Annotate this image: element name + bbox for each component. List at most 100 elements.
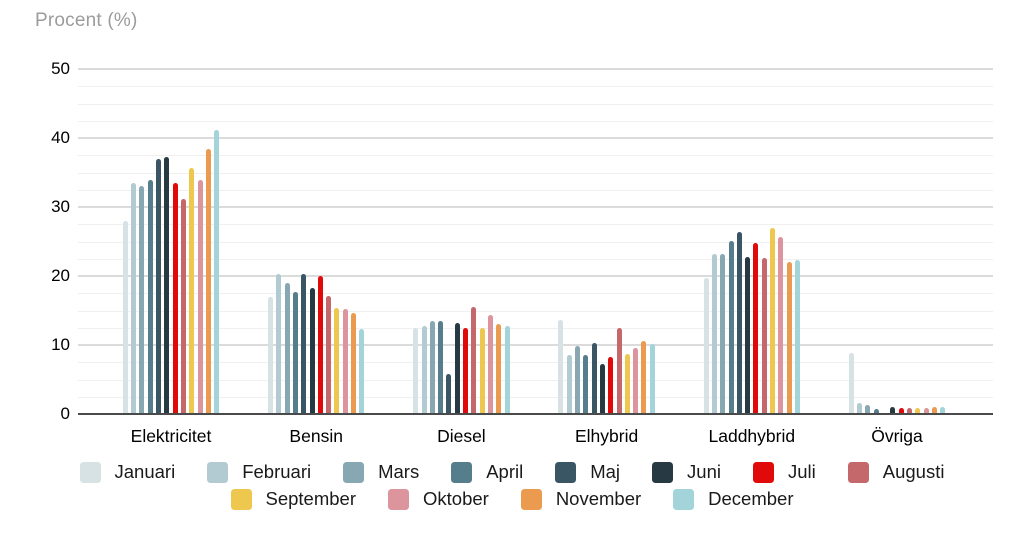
- legend-label: Juli: [788, 461, 816, 482]
- bar-augusti-laddhybrid: [761, 258, 767, 414]
- legend-label: Juni: [687, 461, 721, 482]
- bar-juni-elhybrid: [599, 364, 605, 414]
- legend-item-oktober: Oktober: [388, 488, 489, 510]
- gridline: [78, 344, 993, 346]
- bar-augusti-bensin: [326, 296, 332, 414]
- bar-mars-bensin: [284, 282, 290, 414]
- gridline: [78, 206, 993, 208]
- bar-april-elhybrid: [583, 355, 589, 414]
- legend-swatch-november: [520, 488, 542, 510]
- bar-maj-laddhybrid: [736, 231, 742, 414]
- legend-item-juni: Juni: [652, 461, 721, 483]
- gridline: [78, 155, 993, 157]
- y-tick-label: 30: [51, 197, 70, 216]
- bar-december-övriga: [940, 407, 946, 414]
- legend-item-augusti: Augusti: [847, 461, 945, 483]
- legend-item-december: December: [673, 488, 794, 510]
- bar-mars-laddhybrid: [720, 253, 726, 414]
- gridline: [78, 293, 993, 295]
- bar-januari-övriga: [848, 353, 854, 414]
- bar-november-bensin: [351, 313, 357, 414]
- y-tick-label: 40: [51, 128, 70, 147]
- legend-label: Januari: [114, 461, 176, 482]
- gridline: [78, 137, 993, 139]
- legend-label: Maj: [590, 461, 621, 482]
- legend-item-februari: Februari: [207, 461, 311, 483]
- bar-juni-laddhybrid: [745, 256, 751, 414]
- x-category-label: Övriga: [871, 426, 923, 446]
- gridline: [78, 362, 993, 364]
- bar-februari-diesel: [421, 325, 427, 414]
- bar-december-laddhybrid: [794, 260, 800, 414]
- gridline: [78, 103, 993, 105]
- bar-oktober-laddhybrid: [778, 236, 784, 414]
- bar-april-bensin: [292, 291, 298, 414]
- y-tick-label: 20: [51, 266, 70, 285]
- bar-oktober-elektricitet: [197, 180, 203, 414]
- legend-swatch-april: [451, 461, 473, 483]
- legend-swatch-mars: [343, 461, 365, 483]
- bar-april-laddhybrid: [728, 240, 734, 414]
- bar-september-övriga: [915, 408, 921, 414]
- legend-item-juli: Juli: [753, 461, 816, 483]
- bar-mars-elhybrid: [575, 345, 581, 414]
- x-category-label: Elhybrid: [574, 426, 639, 446]
- bar-maj-elhybrid: [591, 342, 597, 414]
- bar-augusti-diesel: [471, 307, 477, 414]
- x-category-label: Laddhybrid: [708, 426, 796, 446]
- x-category-label: Elektricitet: [130, 426, 212, 446]
- bar-april-elektricitet: [147, 180, 153, 414]
- legend-item-november: November: [520, 488, 642, 510]
- bar-juli-diesel: [463, 327, 469, 414]
- legend-row: Januari Februari Mars April Maj Juni Juli Augus…: [79, 461, 945, 483]
- legend-swatch-juni: [652, 461, 674, 483]
- gridline: [78, 241, 993, 243]
- gridline: [78, 224, 993, 226]
- bar-september-diesel: [479, 327, 485, 414]
- gridline: [78, 86, 993, 88]
- bar-juli-bensin: [317, 276, 323, 414]
- bar-november-elektricitet: [205, 149, 211, 414]
- bar-september-bensin: [334, 308, 340, 414]
- legend-swatch-februari: [207, 461, 229, 483]
- legend-swatch-oktober: [388, 488, 409, 510]
- legend-item-september: September: [230, 488, 356, 510]
- legend-label: April: [486, 461, 524, 482]
- bar-juli-övriga: [898, 408, 904, 414]
- gridline: [78, 379, 993, 381]
- bar-februari-elektricitet: [131, 182, 137, 414]
- gridline: [78, 327, 993, 329]
- bar-november-övriga: [931, 407, 937, 414]
- bar-februari-elhybrid: [566, 354, 572, 414]
- legend-swatch-december: [673, 488, 695, 510]
- bar-juli-elhybrid: [608, 356, 614, 414]
- gridline: [78, 275, 993, 277]
- bar-augusti-elektricitet: [180, 198, 186, 414]
- bar-april-övriga: [873, 409, 879, 414]
- bar-januari-elektricitet: [122, 220, 128, 414]
- legend-label: Mars: [378, 461, 420, 482]
- legend-swatch-augusti: [847, 461, 869, 483]
- bar-augusti-elhybrid: [616, 327, 622, 414]
- bar-maj-elektricitet: [156, 158, 162, 414]
- legend-item-maj: Maj: [555, 461, 620, 483]
- bar-november-diesel: [496, 324, 502, 414]
- gridline: [78, 258, 993, 260]
- bar-februari-bensin: [276, 273, 282, 414]
- legend-item-januari: Januari: [79, 461, 176, 483]
- legend-swatch-september: [230, 488, 252, 510]
- legend-label: Augusti: [882, 461, 945, 482]
- bar-april-diesel: [438, 320, 444, 414]
- y-tick-label: 10: [51, 335, 70, 354]
- legend-label: November: [555, 488, 642, 509]
- bar-maj-bensin: [301, 273, 307, 414]
- legend-swatch-maj: [555, 461, 577, 483]
- legend-row: September Oktober November December: [230, 488, 794, 510]
- bar-oktober-övriga: [923, 408, 929, 414]
- bar-juni-bensin: [309, 288, 315, 414]
- legend-label: Februari: [242, 461, 312, 482]
- bar-februari-övriga: [857, 402, 863, 414]
- gridline: [78, 189, 993, 191]
- gridline: [78, 396, 993, 398]
- bar-oktober-bensin: [342, 309, 348, 414]
